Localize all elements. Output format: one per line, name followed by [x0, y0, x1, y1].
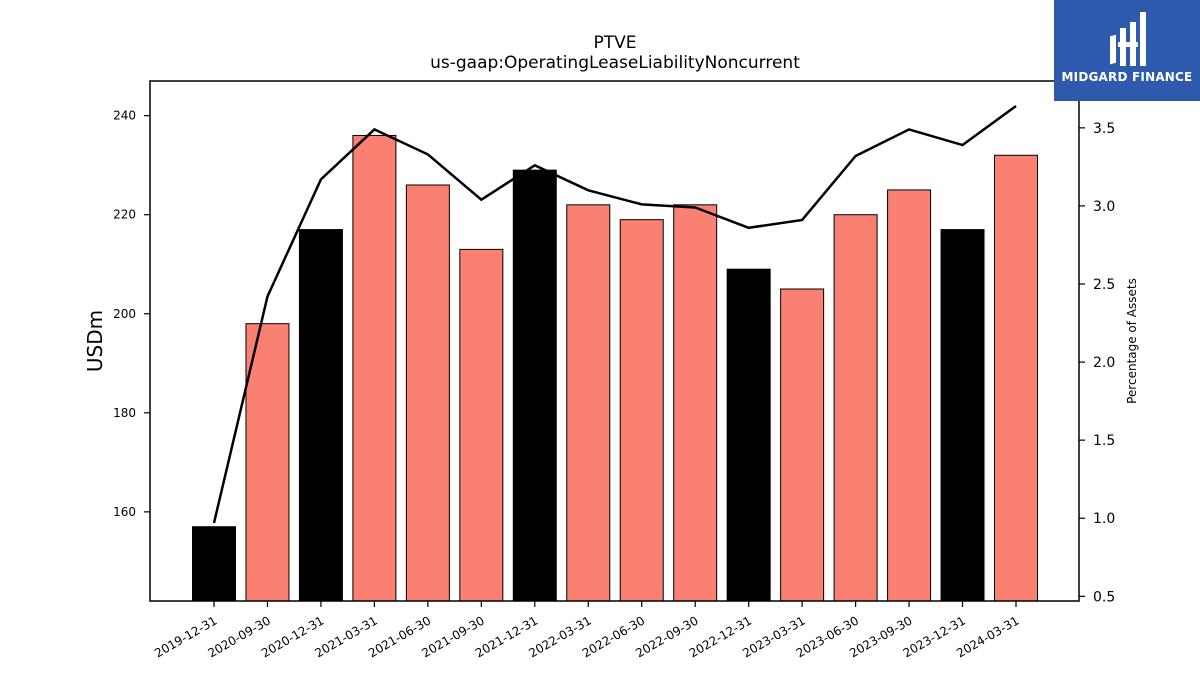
logo-text: MIDGARD FINANCE — [1061, 70, 1193, 84]
y-axis-label: USDm — [83, 310, 107, 372]
bar-2022-12-31 — [726, 268, 771, 602]
bar-2023-03-31 — [780, 288, 825, 602]
bar-2022-09-30 — [673, 204, 718, 602]
midgard-finance-logo: MIDGARD FINANCE — [1054, 0, 1200, 101]
logo-mark-icon — [1110, 12, 1146, 66]
left-axis-ticks: 160 180 200 220 240 — [113, 109, 150, 519]
percentage-line — [212, 104, 1017, 524]
bar-2023-12-31 — [940, 229, 985, 602]
y-tick-label: 180 — [113, 406, 136, 420]
plot-frame — [149, 80, 1080, 602]
y2-tick-label: 2.0 — [1093, 355, 1115, 371]
bar-2021-09-30 — [459, 248, 504, 602]
bar-2022-06-30 — [619, 219, 664, 602]
y2-tick-label: 3.5 — [1093, 121, 1115, 137]
y2-tick-label: 2.5 — [1093, 277, 1115, 293]
bar-2019-12-31 — [192, 526, 236, 602]
bar-2021-03-31 — [352, 134, 397, 602]
y2-tick-label: 1.5 — [1093, 433, 1115, 449]
bar-2020-09-30 — [245, 323, 290, 602]
y2-tick-label: 1.0 — [1093, 511, 1115, 527]
bar-2023-09-30 — [887, 189, 932, 602]
bar-2024-03-31 — [994, 154, 1038, 602]
bar-2023-06-30 — [833, 214, 878, 602]
bar-2020-12-31 — [298, 229, 343, 602]
y-tick-label: 240 — [113, 109, 136, 123]
bar-2021-12-31 — [512, 169, 557, 602]
y2-tick-label: 3.0 — [1093, 199, 1115, 215]
chart-title: PTVE — [593, 33, 636, 53]
bar-2021-06-30 — [405, 184, 450, 602]
y-tick-label: 220 — [113, 208, 136, 222]
y-tick-label: 160 — [113, 505, 136, 519]
y2-axis-label: Percentage of Assets — [1125, 278, 1139, 404]
y-tick-label: 200 — [113, 307, 136, 321]
bars-group — [192, 134, 1038, 602]
chart-subtitle: us-gaap:OperatingLeaseLiabilityNoncurren… — [430, 53, 800, 73]
right-axis-ticks: 0.5 1.0 1.5 2.0 2.5 3.0 3.5 — [1079, 121, 1115, 605]
bar-2022-03-31 — [566, 204, 611, 602]
x-axis-ticks: 2019-12-312020-09-302020-12-312021-03-31… — [152, 601, 1022, 660]
y2-tick-label: 0.5 — [1093, 589, 1115, 605]
